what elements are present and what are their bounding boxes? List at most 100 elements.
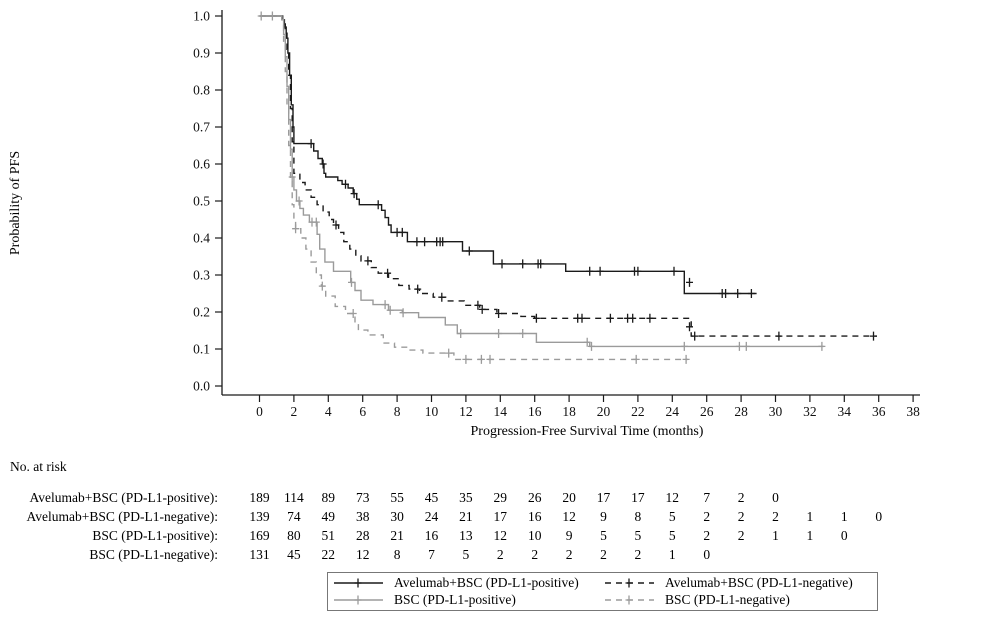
svg-text:16: 16 [528, 404, 542, 419]
x-axis-title: Progression-Free Survival Time (months) [470, 424, 704, 439]
risk-count: 17 [493, 509, 508, 524]
svg-text:0.1: 0.1 [193, 342, 210, 357]
risk-count: 55 [390, 490, 404, 505]
risk-count: 51 [321, 528, 336, 543]
risk-count: 35 [459, 490, 473, 505]
risk-count: 24 [424, 509, 439, 524]
risk-count: 2 [600, 547, 607, 562]
svg-text:20: 20 [597, 404, 611, 419]
risk-count: 1 [840, 509, 848, 524]
svg-text:32: 32 [803, 404, 817, 419]
legend-line-sample [334, 595, 383, 605]
svg-text:14: 14 [494, 404, 508, 419]
risk-count: 21 [459, 509, 473, 524]
risk-count: 2 [737, 528, 745, 543]
y-axis-title: Probability of PFS [8, 150, 23, 256]
legend-line-sample [605, 578, 654, 588]
risk-count: 29 [493, 490, 508, 505]
risk-count: 169 [249, 528, 270, 543]
svg-text:2: 2 [291, 404, 298, 419]
risk-count: 1 [772, 528, 779, 543]
svg-text:18: 18 [562, 404, 576, 419]
risk-table-heading: No. at risk [10, 459, 67, 474]
svg-text:0.6: 0.6 [193, 157, 210, 172]
svg-text:36: 36 [872, 404, 886, 419]
svg-text:26: 26 [700, 404, 714, 419]
legend-entry-label: BSC (PD-L1-positive) [394, 592, 516, 607]
svg-text:4: 4 [325, 404, 332, 419]
risk-count: 45 [287, 547, 301, 562]
risk-count: 2 [737, 509, 745, 524]
risk-count: 2 [531, 547, 539, 562]
risk-count: 49 [321, 509, 336, 524]
risk-count: 7 [703, 490, 711, 505]
risk-count: 12 [493, 528, 508, 543]
risk-count: 2 [772, 509, 779, 524]
risk-count: 30 [390, 509, 404, 524]
risk-count: 89 [321, 490, 336, 505]
risk-count: 2 [703, 528, 711, 543]
svg-text:0.9: 0.9 [193, 46, 210, 61]
risk-row-label: Avelumab+BSC (PD-L1-positive): [29, 490, 218, 505]
risk-count: 38 [355, 509, 370, 524]
svg-text:30: 30 [769, 404, 783, 419]
svg-text:6: 6 [359, 404, 366, 419]
risk-count: 1 [806, 509, 814, 524]
risk-count: 74 [287, 509, 301, 524]
risk-count: 16 [527, 509, 542, 524]
risk-count: 5 [600, 528, 607, 543]
svg-text:34: 34 [838, 404, 852, 419]
legend-entry-label: BSC (PD-L1-negative) [665, 592, 790, 607]
svg-text:12: 12 [459, 404, 473, 419]
risk-count: 1 [806, 528, 814, 543]
risk-count: 2 [565, 547, 573, 562]
risk-count: 22 [321, 547, 336, 562]
legend-line-sample [605, 595, 654, 605]
risk-count: 139 [249, 509, 270, 524]
legend-entry-label: Avelumab+BSC (PD-L1-negative) [665, 575, 853, 590]
risk-count: 5 [668, 528, 676, 543]
risk-row-label: BSC (PD-L1-positive): [92, 528, 218, 543]
svg-text:0: 0 [256, 404, 263, 419]
risk-count: 12 [562, 509, 576, 524]
svg-text:0.5: 0.5 [193, 194, 210, 209]
risk-row-label: BSC (PD-L1-negative): [89, 547, 218, 562]
risk-count: 26 [527, 490, 542, 505]
svg-text:8: 8 [394, 404, 401, 419]
risk-count: 114 [284, 490, 304, 505]
risk-count: 2 [737, 490, 745, 505]
legend-line-sample [334, 578, 383, 588]
legend-entry-label: Avelumab+BSC (PD-L1-positive) [394, 575, 579, 590]
risk-count: 10 [527, 528, 542, 543]
risk-count: 0 [875, 509, 883, 524]
risk-count: 189 [249, 490, 270, 505]
svg-text:0.2: 0.2 [193, 305, 210, 320]
risk-count: 45 [424, 490, 439, 505]
risk-count: 0 [703, 547, 711, 562]
risk-count: 8 [634, 509, 642, 524]
risk-count: 16 [424, 528, 439, 543]
risk-count: 13 [459, 528, 473, 543]
svg-text:0.3: 0.3 [193, 268, 210, 283]
risk-count: 5 [634, 528, 642, 543]
risk-count: 20 [562, 490, 576, 505]
svg-text:1.0: 1.0 [193, 9, 210, 24]
risk-count: 1 [668, 547, 676, 562]
svg-text:0.0: 0.0 [193, 379, 210, 394]
risk-count: 2 [496, 547, 504, 562]
svg-text:24: 24 [666, 404, 680, 419]
svg-text:0.8: 0.8 [193, 83, 210, 98]
risk-count: 131 [249, 547, 270, 562]
risk-count: 0 [772, 490, 779, 505]
risk-count: 73 [355, 490, 370, 505]
risk-count: 17 [631, 490, 645, 505]
svg-text:38: 38 [906, 404, 920, 419]
svg-text:28: 28 [734, 404, 748, 419]
risk-count: 8 [393, 547, 401, 562]
risk-count: 9 [565, 528, 573, 543]
risk-count: 17 [596, 490, 611, 505]
risk-count: 9 [600, 509, 607, 524]
svg-text:22: 22 [631, 404, 645, 419]
risk-count: 12 [355, 547, 370, 562]
